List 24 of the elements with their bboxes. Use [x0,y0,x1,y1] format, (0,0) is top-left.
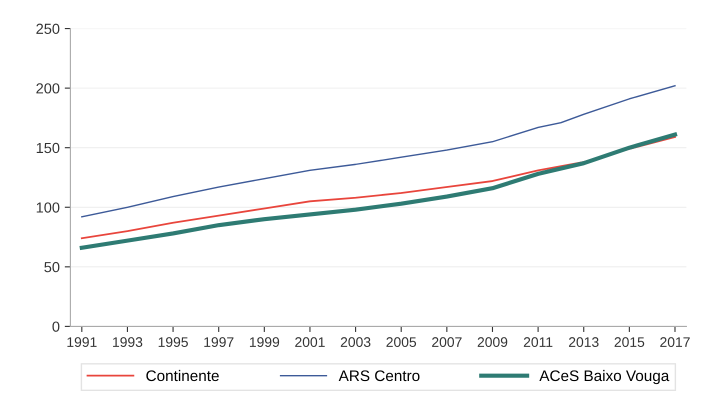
x-tick-label: 2007 [432,337,462,348]
y-tick-label: 250 [36,24,60,34]
y-tick-label: 200 [36,83,60,94]
legend-label: Continente [146,370,219,382]
y-tick-label: 0 [52,322,60,332]
x-tick-label: 1999 [250,337,280,348]
y-tick-label: 100 [36,202,60,213]
legend-label: ACeS Baixo Vouga [539,370,670,384]
x-tick-label: 2009 [478,337,508,348]
y-tick-label: 50 [44,262,60,272]
x-tick-label: 2015 [614,337,644,348]
x-tick-label: 2013 [568,337,599,348]
x-tick-label: 1997 [204,337,234,348]
x-tick-label: 1993 [113,337,142,348]
x-tick-label: 2017 [660,337,690,348]
x-tick-label: 2011 [524,337,552,348]
x-tick-label: 1991 [67,337,97,348]
x-tick-label: 2003 [340,337,370,348]
line-series [81,85,676,218]
x-tick-label: 2001 [295,337,325,348]
y-tick-label: 150 [36,142,60,154]
x-tick-label: 2005 [386,337,416,348]
legend-label: ARS Centro [338,370,420,382]
x-tick-label: 1995 [158,337,188,348]
